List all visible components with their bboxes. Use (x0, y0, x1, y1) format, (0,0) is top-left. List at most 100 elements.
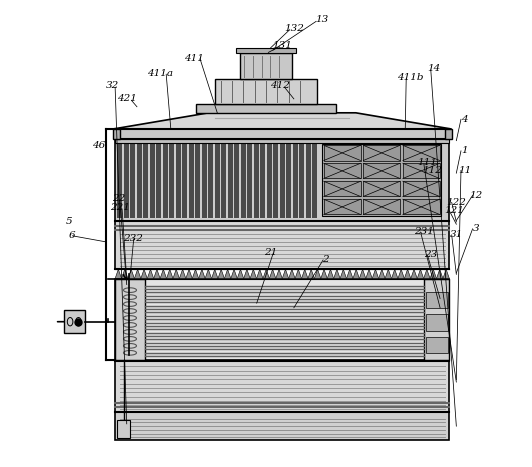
Polygon shape (121, 269, 128, 278)
Text: 2: 2 (322, 255, 329, 263)
Polygon shape (225, 269, 231, 278)
Polygon shape (231, 269, 237, 278)
Bar (215, 79, 317, 105)
Bar (324, 181, 361, 197)
Text: 411b: 411b (397, 73, 423, 82)
Polygon shape (115, 269, 121, 278)
Bar (215, 142, 220, 218)
Polygon shape (366, 269, 372, 278)
Bar (64, 310, 85, 333)
Text: 232: 232 (123, 234, 143, 243)
Text: 5: 5 (65, 218, 72, 226)
Polygon shape (256, 269, 263, 278)
Polygon shape (160, 269, 167, 278)
Text: 1: 1 (461, 146, 468, 156)
Text: 14: 14 (427, 64, 440, 73)
Bar (182, 142, 187, 218)
Polygon shape (443, 269, 450, 278)
Bar (286, 142, 291, 218)
Text: 6: 6 (69, 231, 75, 241)
Bar (202, 142, 206, 218)
Polygon shape (289, 269, 295, 278)
Bar (235, 142, 239, 218)
Bar (221, 142, 226, 218)
Polygon shape (360, 269, 366, 278)
Bar (169, 142, 174, 218)
Bar (240, 53, 292, 79)
Polygon shape (205, 269, 212, 278)
Polygon shape (250, 269, 256, 278)
Bar (195, 142, 200, 218)
Bar (130, 142, 135, 218)
Polygon shape (411, 269, 417, 278)
Bar (150, 142, 155, 218)
Bar (137, 142, 142, 218)
Polygon shape (353, 269, 360, 278)
Text: 412: 412 (270, 81, 290, 91)
Bar (144, 142, 148, 218)
Bar (403, 181, 439, 197)
Polygon shape (314, 269, 321, 278)
Polygon shape (192, 269, 198, 278)
Bar (115, 412, 450, 440)
Bar (247, 142, 252, 218)
Bar (324, 145, 361, 161)
Text: 131: 131 (272, 41, 292, 50)
Bar (280, 142, 285, 218)
Polygon shape (269, 269, 276, 278)
Text: 411a: 411a (147, 69, 173, 78)
Bar (115, 278, 145, 360)
Bar (115, 278, 450, 360)
Polygon shape (147, 269, 154, 278)
Polygon shape (404, 269, 411, 278)
Text: 23: 23 (424, 250, 437, 259)
Polygon shape (437, 269, 443, 278)
Text: 32: 32 (106, 81, 119, 91)
Polygon shape (173, 269, 179, 278)
Bar (254, 142, 259, 218)
Text: 421: 421 (117, 94, 137, 103)
Polygon shape (372, 269, 379, 278)
Bar (267, 142, 271, 218)
Text: 4: 4 (461, 115, 468, 124)
Text: 122: 122 (446, 198, 466, 207)
Bar (115, 139, 450, 220)
Text: 22: 22 (112, 194, 125, 203)
Bar (118, 142, 122, 218)
Polygon shape (417, 269, 423, 278)
Bar (363, 181, 400, 197)
Text: 111: 111 (418, 158, 437, 168)
Polygon shape (237, 269, 244, 278)
Polygon shape (141, 269, 147, 278)
Polygon shape (179, 269, 186, 278)
Bar (403, 163, 439, 178)
Polygon shape (379, 269, 385, 278)
Bar (115, 361, 450, 412)
Bar (261, 142, 265, 218)
Polygon shape (430, 269, 437, 278)
Text: 3: 3 (472, 224, 479, 234)
Bar (306, 142, 311, 218)
Polygon shape (186, 269, 192, 278)
Polygon shape (113, 113, 452, 129)
Bar (324, 163, 361, 178)
Polygon shape (276, 269, 282, 278)
Bar (426, 314, 447, 331)
Bar (312, 142, 317, 218)
Bar (324, 199, 361, 214)
Polygon shape (321, 269, 327, 278)
Bar (113, 129, 120, 139)
Bar (426, 337, 447, 353)
Text: 13: 13 (315, 15, 328, 24)
Bar (196, 105, 336, 113)
Polygon shape (385, 269, 392, 278)
Text: 231: 231 (414, 226, 434, 236)
Bar (445, 129, 452, 139)
Bar (403, 199, 439, 214)
Polygon shape (263, 269, 269, 278)
Polygon shape (212, 269, 218, 278)
Text: 112: 112 (422, 166, 442, 175)
Polygon shape (295, 269, 302, 278)
Polygon shape (423, 269, 430, 278)
Polygon shape (346, 269, 353, 278)
